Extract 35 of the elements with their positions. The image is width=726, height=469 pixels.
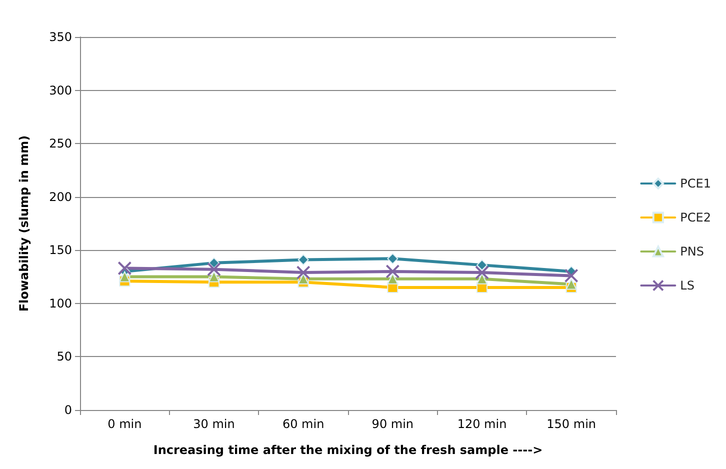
y-axis-title: Flowability (slump in mm) [17, 135, 31, 312]
point [566, 278, 577, 290]
y-tick-label: 250 [49, 136, 72, 151]
y-tick-label: 100 [49, 296, 72, 310]
point [387, 253, 398, 264]
point [476, 273, 488, 284]
legend-label: PCE2 [680, 210, 712, 224]
x-tick-label: 120 min [457, 417, 507, 431]
point [207, 262, 221, 276]
y-tick-label: 0 [64, 403, 72, 417]
x-axis-title: Increasing time after the mixing of the fresh sample ----> [153, 443, 543, 457]
point [387, 273, 398, 284]
point [119, 271, 130, 282]
y-tick-label: 150 [49, 243, 72, 258]
point [476, 260, 488, 271]
x-tick-label: 150 min [546, 417, 596, 431]
x-tick-label: 0 min [108, 417, 142, 431]
legend-label: PCE1 [680, 176, 712, 190]
point [298, 254, 309, 266]
point [386, 264, 400, 278]
point [118, 261, 132, 276]
point [208, 271, 220, 282]
y-tick-label: 200 [49, 190, 72, 204]
y-tick-label: 350 [49, 30, 72, 44]
y-tick-label: 300 [49, 83, 72, 98]
legend-label: PNS [680, 244, 704, 258]
point [296, 266, 310, 280]
y-tick-label: 50 [56, 350, 72, 364]
point [564, 268, 578, 283]
point [298, 273, 309, 284]
x-tick-label: 90 min [372, 417, 414, 431]
point [475, 266, 489, 280]
x-tick-label: 30 min [193, 417, 235, 431]
x-tick-label: 60 min [282, 417, 324, 431]
legend-label: LS [680, 278, 694, 292]
